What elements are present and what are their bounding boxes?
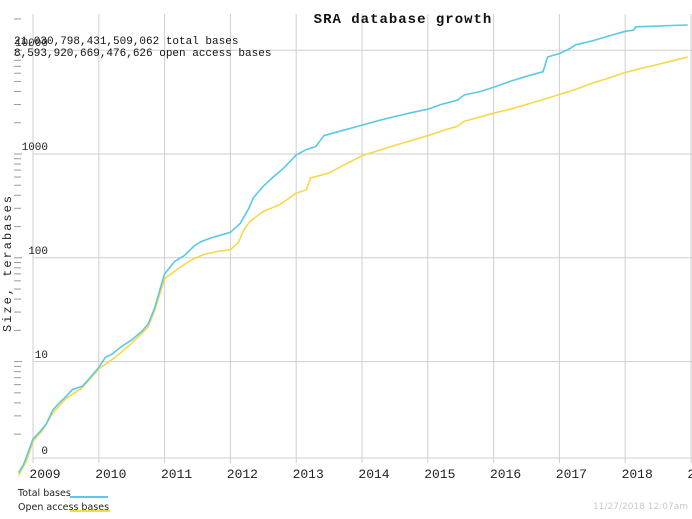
x-tick-label-2013: 2013 xyxy=(292,467,324,482)
y-tick-label-0: 0 xyxy=(41,446,48,458)
y-tick-label-1000: 1000 xyxy=(21,142,48,154)
x-tick-label-2015: 2015 xyxy=(424,467,456,482)
x-tick-label-2018: 2018 xyxy=(621,467,653,482)
chart-title: SRA database growth xyxy=(313,12,493,28)
legend-line-total-icon xyxy=(70,496,108,498)
x-tick-label-2014: 2014 xyxy=(358,467,390,482)
x-tick-label-2011: 2011 xyxy=(160,467,193,482)
series-line-total-bases xyxy=(17,24,688,474)
series-line-open-access-bases xyxy=(17,56,688,476)
total-bases-annotation: 21,030,798,431,509,062 total bases xyxy=(14,36,239,48)
x-tick-label-2010: 2010 xyxy=(95,467,127,482)
y-tick-label-100: 100 xyxy=(28,245,48,258)
legend-label-total: Total bases xyxy=(18,488,71,499)
timestamp: 11/27/2018 12:07am xyxy=(593,502,688,512)
legend-line-open-icon xyxy=(70,510,110,512)
legend: Total bases Open access bases xyxy=(18,488,110,516)
legend-item-open: Open access bases xyxy=(18,502,110,516)
y-tick-label-10: 10 xyxy=(34,349,48,362)
legend-label-open: Open access bases xyxy=(18,502,110,513)
x-tick-label-2012: 2012 xyxy=(226,467,258,482)
x-tick-label-2016: 2016 xyxy=(489,467,522,482)
x-tick-label-2019: 2019 xyxy=(687,467,692,482)
x-tick-label-2017: 2017 xyxy=(555,467,587,482)
x-tick-label-2009: 2009 xyxy=(29,467,61,482)
y-tick-label-10000: 10000 xyxy=(14,38,48,51)
legend-item-total: Total bases xyxy=(18,488,109,502)
open-access-annotation: 8,593,920,669,476,626 open access bases xyxy=(14,48,272,60)
y-axis-title: Size, terabases xyxy=(1,193,15,333)
